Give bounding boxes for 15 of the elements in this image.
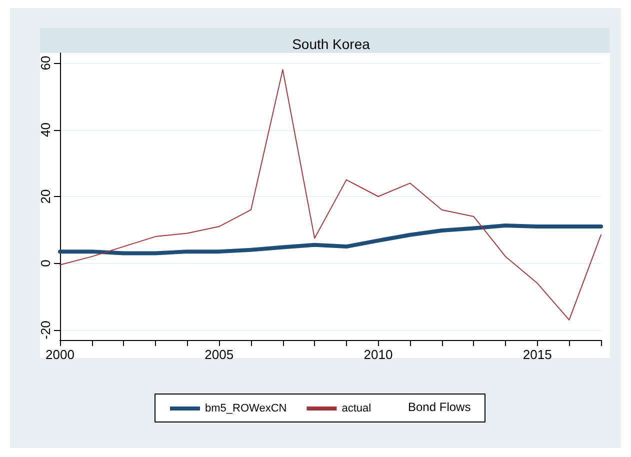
- y-tick-label: 0: [38, 260, 53, 267]
- y-tick-label: 60: [38, 56, 53, 70]
- x-tick-label: 2010: [364, 347, 393, 362]
- x-tick-label: 2000: [46, 347, 74, 362]
- y-tick-label: 20: [38, 189, 53, 204]
- legend-label: actual: [342, 402, 372, 414]
- chart-title: South Korea: [292, 36, 370, 52]
- x-tick-label: 2005: [204, 347, 234, 362]
- y-tick-label: -20: [38, 320, 53, 340]
- legend-title: Bond Flows: [408, 400, 471, 414]
- legend-label: bm5_ROWexCN: [205, 402, 287, 414]
- x-tick-label: 2015: [522, 347, 552, 362]
- y-tick-label: 40: [38, 122, 53, 137]
- line-series: [60, 69, 602, 320]
- line-series: [58, 224, 603, 256]
